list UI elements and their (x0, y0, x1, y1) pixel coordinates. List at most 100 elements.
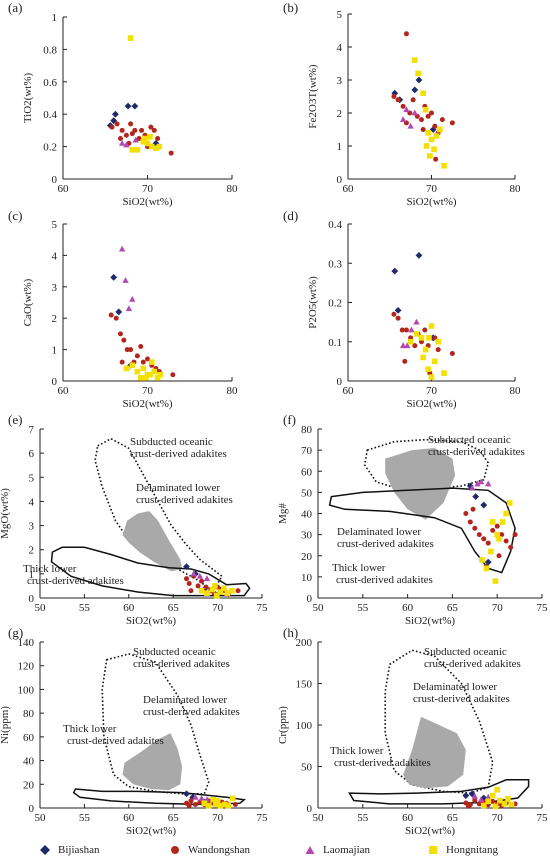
laomajian-point (122, 277, 129, 283)
panel-e: (e) 50 55 60 65 70 75 0 1 2 3 4 5 6 7 SiO2(wt%) MgO(wt%)… (0, 412, 268, 627)
hongnitang-point (212, 583, 218, 589)
laomajian-point (408, 326, 415, 333)
y-tick-label: 50 (301, 487, 313, 499)
laomajian-point (129, 295, 136, 302)
wandongshan-point (412, 343, 418, 349)
hongnitang-point (214, 798, 221, 804)
wandongshan-point (139, 127, 145, 133)
laomajian-point (399, 342, 407, 349)
wandongshan-point (400, 103, 406, 109)
x-axis-label: SiO2(wt%) (126, 825, 176, 837)
wandongshan-point (109, 124, 115, 130)
laomajian-point (403, 106, 410, 113)
wandongshan-point (439, 117, 445, 123)
legend-label-bijiashan: Bijiashan (58, 844, 100, 856)
y-tick-label: 2 (29, 545, 35, 557)
wandongshan-point (203, 584, 209, 590)
hongnitang-point (221, 801, 228, 808)
x-tick-label: 60 (58, 385, 70, 397)
wandongshan-point (232, 801, 238, 807)
x-tick-label: 75 (537, 602, 549, 614)
x-tick-label: 80 (510, 385, 522, 397)
hongnitang-point (415, 70, 421, 77)
wandongshan-point (117, 331, 123, 337)
y-axis-label: MgO(wt%) (0, 488, 11, 539)
wandongshan-point (503, 538, 509, 544)
wandongshan-point (399, 327, 405, 333)
field-annotation: crust-derived adakites (334, 757, 431, 769)
hongnitang-point (140, 138, 147, 145)
hongnitang-point (426, 335, 432, 341)
wandongshan-point (463, 511, 469, 516)
hongnitang-point (501, 801, 508, 807)
hongnitang-point (433, 133, 440, 139)
x-tick-label: 70 (426, 183, 438, 195)
wandongshan-point (188, 798, 194, 804)
laomajian-point (399, 116, 407, 122)
x-tick-label: 80 (510, 183, 522, 195)
panel-label: (h) (283, 625, 298, 640)
wandongshan-point (192, 801, 198, 807)
hongnitang-point (151, 368, 158, 375)
field-delaminated (122, 511, 183, 572)
y-tick-label: 0 (307, 803, 313, 815)
laomajian-point (118, 245, 126, 252)
wandongshan-point (490, 798, 496, 804)
hongnitang-point (205, 802, 212, 809)
x-tick-label: 70 (142, 385, 154, 397)
field-thick (50, 546, 251, 597)
hongnitang-point (147, 371, 153, 378)
y-axis-label: Ni(ppm) (0, 706, 11, 744)
wandongshan-point (129, 131, 135, 137)
panel-b: (b) 60 70 80 0 1 2 3 4 5 SiO2(wt%) Fe2O3T(wt%) (283, 0, 521, 208)
hongnitang-point (494, 786, 500, 793)
hongnitang-point (423, 143, 430, 149)
laomajian-point (125, 305, 133, 312)
hongnitang-point (129, 147, 136, 153)
hongnitang-point (144, 140, 151, 147)
legend-item-laomajian: Laomajian (305, 842, 370, 858)
wandongshan-point (108, 312, 114, 318)
field-annotation: Delaminated lower (143, 694, 227, 706)
y-tick-label: 1 (29, 569, 35, 581)
y-tick-label: 60 (23, 732, 35, 744)
y-tick-label: 140 (18, 637, 35, 649)
laomajian-point (203, 575, 211, 582)
bijiashan-point (480, 501, 488, 509)
y-tick-label: 3 (29, 521, 35, 533)
laomajian-point (198, 795, 205, 801)
y-tick-label: 5 (29, 472, 35, 484)
field-annotation: Delaminated lower (413, 681, 497, 693)
y-tick-label: 2 (337, 108, 343, 120)
diamond-marker-icon (40, 845, 50, 855)
x-tick-label: 75 (537, 812, 549, 824)
wandongshan-point (435, 347, 441, 353)
wandongshan-point (119, 359, 125, 365)
panel-label: (e) (8, 412, 22, 427)
y-tick-label: 20 (23, 779, 35, 791)
wandongshan-point (128, 347, 134, 353)
hongnitang-point (137, 375, 144, 381)
wandongshan-point (184, 576, 190, 582)
bijiashan-point (183, 790, 190, 798)
panel-label: (c) (8, 208, 22, 223)
x-axis-label: SiO2(wt%) (405, 825, 455, 837)
y-tick-label: 0.4 (43, 109, 57, 121)
hongnitang-point (497, 797, 503, 804)
y-tick-label: 150 (296, 679, 313, 691)
hongnitang-point (427, 153, 433, 159)
field-annotation: crust-derived adakites (136, 494, 233, 506)
y-tick-label: 5 (52, 219, 58, 231)
y-tick-label: 4 (52, 250, 58, 262)
wandongshan-point (235, 588, 241, 594)
panel-d: (d) 60 70 80 0 0.1 0.2 0.3 0.4 SiO2(wt%) P2O5(wt%) (283, 208, 521, 410)
y-axis-label: Cr(ppm) (277, 706, 289, 744)
wandongshan-point (512, 532, 518, 538)
field-thick (348, 779, 530, 805)
x-tick-label: 65 (168, 812, 180, 824)
field-annotation: Subducted oceanic (133, 646, 216, 658)
laomajian-point (123, 141, 130, 148)
hongnitang-point (229, 795, 236, 802)
y-tick-label: 200 (296, 637, 313, 649)
y-tick-label: 70 (301, 445, 313, 457)
